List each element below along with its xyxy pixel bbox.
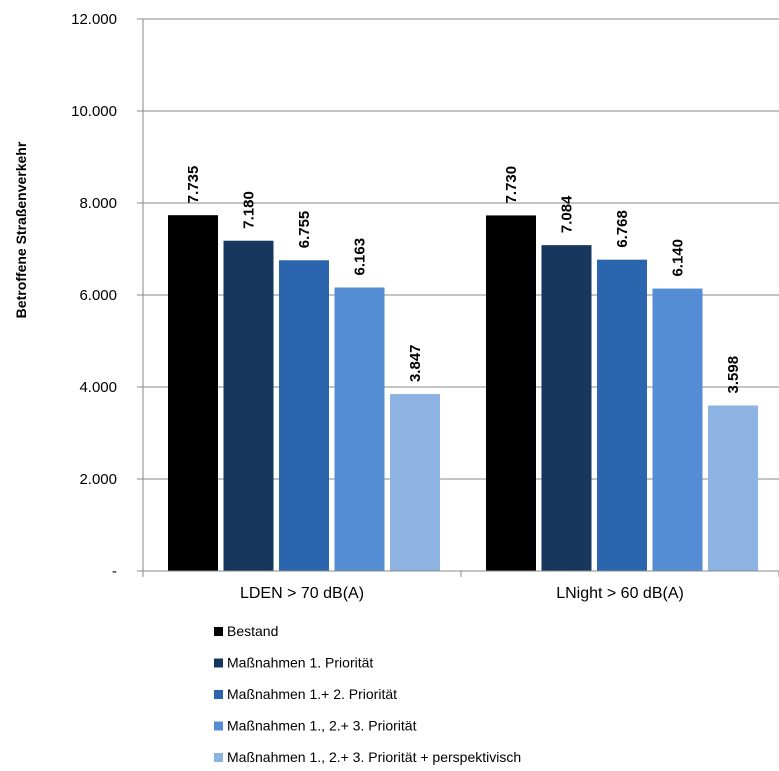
data-labels: 7.735 7.180 6.755 6.163 3.847 7.730 7.084 6.768…: [185, 166, 742, 394]
bar: [708, 405, 758, 571]
data-label: 3.598: [725, 356, 742, 394]
data-label: 6.755: [296, 211, 313, 249]
bar: [652, 288, 703, 571]
x-category-label: LNight > 60 dB(A): [556, 585, 684, 602]
axes: [142, 19, 779, 577]
legend-entry: Maßnahmen 1., 2.+ 3. Priorität: [227, 718, 417, 734]
y-tick-label: 6.000: [79, 287, 117, 304]
data-label: 6.140: [670, 239, 687, 277]
y-tick-label: 12.000: [71, 11, 117, 28]
y-tick-label: 2.000: [79, 471, 117, 488]
bar: [334, 287, 385, 571]
bar: [597, 259, 647, 571]
x-category-label: LDEN > 70 dB(A): [240, 585, 364, 602]
y-tick-label: 10.000: [71, 103, 117, 120]
legend-entry: Bestand: [227, 623, 278, 639]
legend: Bestand Maßnahmen 1. Priorität Maßnahmen 1…: [214, 623, 521, 765]
bar: [279, 260, 329, 571]
data-label: 7.084: [559, 195, 576, 233]
data-label: 3.847: [407, 344, 424, 382]
bar: [541, 245, 592, 572]
bar: [168, 215, 218, 571]
data-label: 7.180: [241, 191, 258, 229]
bar: [390, 394, 440, 571]
bars: [168, 215, 758, 572]
legend-swatch: [214, 721, 223, 731]
bar: [486, 215, 536, 572]
y-tick-label: -: [112, 563, 117, 580]
y-tick-label: 8.000: [79, 195, 117, 212]
legend-entry: Maßnahmen 1.+ 2. Priorität: [227, 686, 397, 702]
bar: [223, 240, 274, 571]
legend-swatch: [214, 753, 223, 762]
legend-swatch: [214, 658, 223, 668]
x-axis-labels: LDEN > 70 dB(A) LNight > 60 dB(A): [240, 585, 684, 602]
legend-swatch: [214, 627, 223, 636]
data-label: 6.768: [614, 210, 631, 248]
legend-entry: Maßnahmen 1., 2.+ 3. Priorität + perspek…: [227, 749, 521, 765]
data-label: 6.163: [352, 238, 369, 276]
y-axis-ticks: - 2.000 4.000 6.000 8.000 10.000 12.000: [71, 11, 143, 580]
legend-swatch: [214, 690, 223, 699]
data-label: 7.730: [503, 166, 520, 204]
legend-entry: Maßnahmen 1. Priorität: [227, 655, 373, 671]
y-tick-label: 4.000: [79, 379, 117, 396]
data-label: 7.735: [185, 166, 202, 204]
y-axis-label: Betroffene Straßenverkehr: [13, 141, 29, 318]
